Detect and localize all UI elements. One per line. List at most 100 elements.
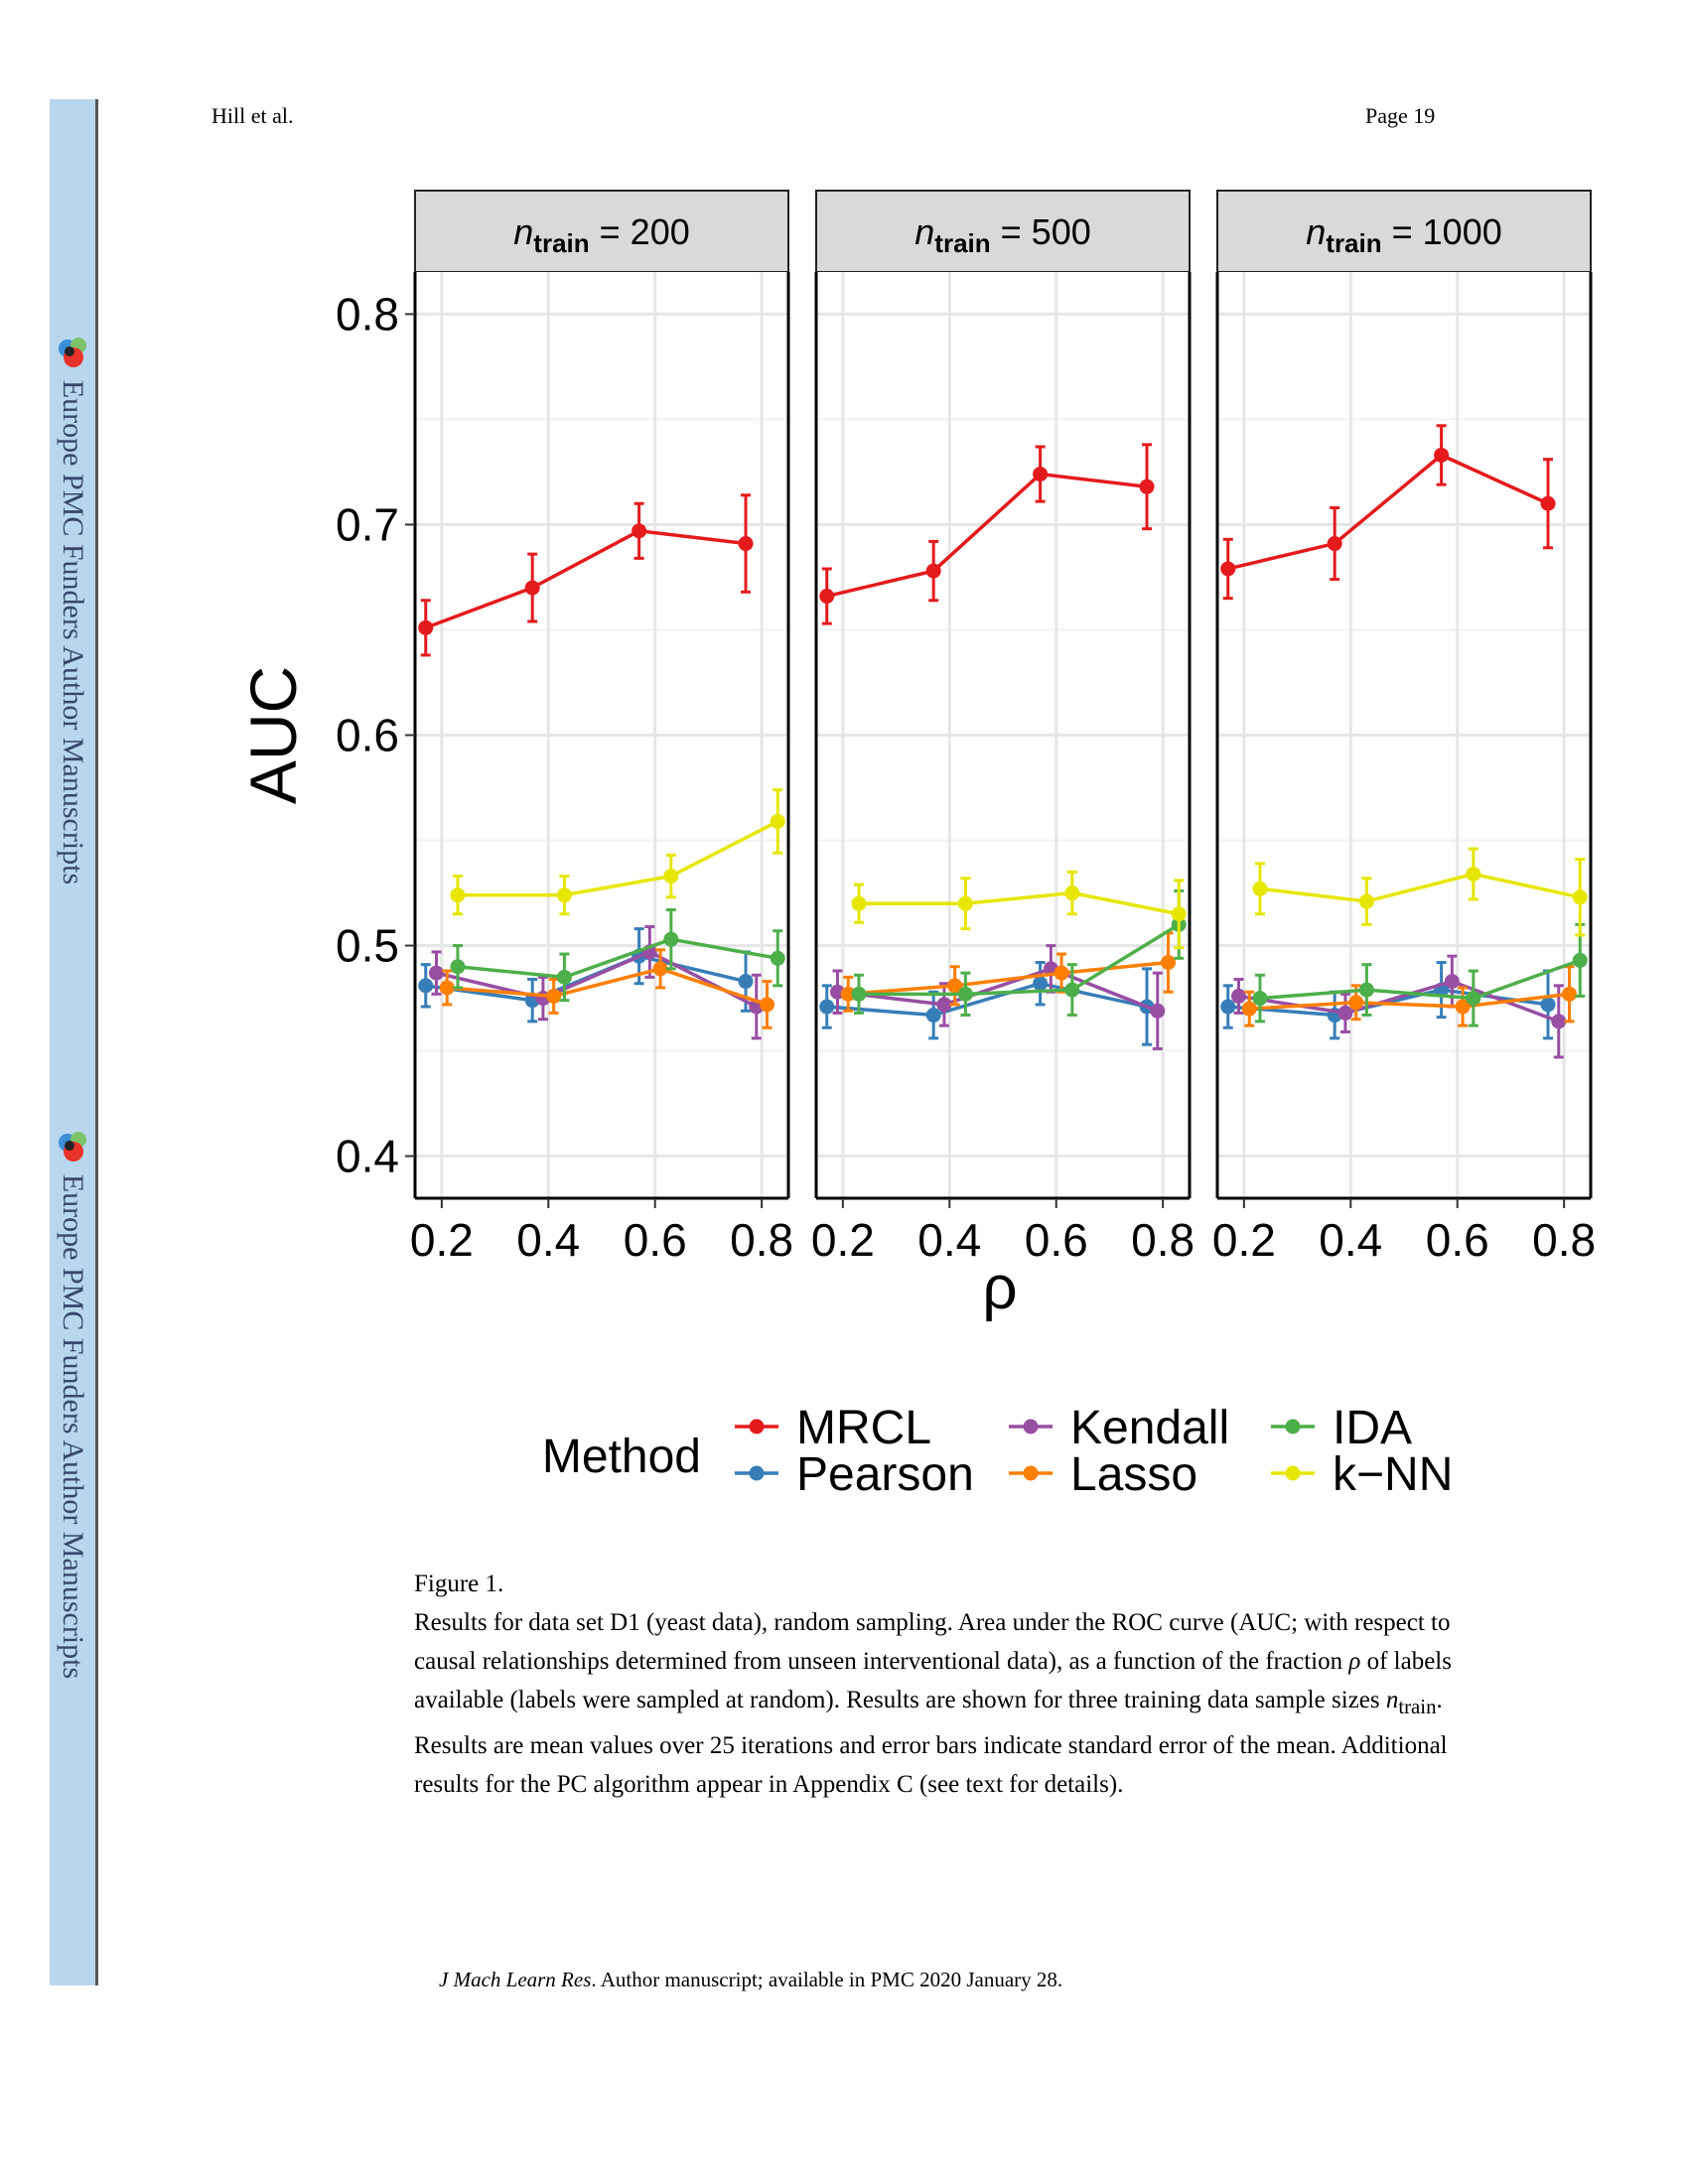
facet-label: ntrain = 200: [513, 211, 689, 258]
data-point: [1455, 999, 1471, 1015]
legend-marker: [1023, 1465, 1039, 1481]
data-point: [925, 1008, 941, 1024]
data-point: [524, 580, 540, 596]
panel-1: ntrain = 200 0.2 0.4 0.6 0.8: [410, 190, 793, 1266]
data-point: [1466, 866, 1481, 882]
data-point: [1337, 1005, 1353, 1021]
data-point: [1466, 991, 1481, 1007]
facet-strip: [1216, 190, 1592, 273]
series-line: [457, 819, 779, 897]
legend-marker: [1285, 1419, 1301, 1434]
data-point: [1171, 906, 1187, 922]
legend-item-Pearson: Pearson: [735, 1448, 974, 1501]
legend-marker: [749, 1419, 765, 1434]
facet-label-var: n: [513, 211, 533, 252]
data-point: [1252, 991, 1268, 1007]
series-IDA: [1252, 922, 1588, 1027]
series-line: [826, 472, 1148, 599]
series-line: [447, 967, 769, 1007]
series-line: [425, 529, 747, 629]
series-k−NN: [851, 870, 1187, 950]
header-author: Hill et al.: [211, 103, 294, 128]
legend-marker: [1285, 1465, 1301, 1481]
data-point: [1220, 561, 1236, 577]
data-point: [840, 986, 856, 1002]
facet-strip: [815, 190, 1191, 273]
series-line: [436, 949, 758, 1009]
y-axis-title: AUC: [236, 666, 310, 804]
caption-text-1: Results for data set D1 (yeast data), ra…: [414, 1609, 1451, 1675]
series-Lasso: [840, 931, 1177, 1013]
data-point: [1540, 997, 1556, 1013]
x-tick-label: 0.8: [1131, 1214, 1195, 1266]
footer-journal: J Mach Learn Res: [439, 1968, 592, 1991]
facet-label-var: n: [914, 211, 934, 252]
x-tick-label: 0.8: [730, 1214, 793, 1266]
series-k−NN: [450, 788, 785, 916]
series-k−NN: [1252, 847, 1588, 937]
x-tick-label: 0.8: [1532, 1214, 1596, 1266]
series-Pearson: [819, 961, 1155, 1046]
data-point: [1161, 955, 1177, 971]
facet-label-eq: = 200: [590, 211, 690, 252]
facet-label-var: n: [1306, 211, 1326, 252]
data-point: [1241, 1001, 1257, 1017]
series-Kendall: [829, 944, 1166, 1050]
caption-n: n: [1385, 1687, 1399, 1713]
data-point: [663, 931, 679, 947]
data-point: [1562, 986, 1578, 1002]
legend-item-MRCL: MRCL: [735, 1402, 931, 1454]
data-point: [1358, 893, 1374, 909]
figure-label: Figure 1.: [414, 1570, 504, 1597]
data-point: [652, 961, 668, 977]
series-line: [837, 967, 1159, 1013]
x-tick-label: 0.2: [1212, 1214, 1276, 1266]
x-tick-label: 0.6: [624, 1214, 687, 1266]
data-point: [428, 965, 444, 981]
data-point: [1434, 447, 1450, 463]
legend-item-Lasso: Lasso: [1009, 1448, 1197, 1501]
data-point: [738, 974, 754, 990]
x-tick-label: 0.2: [410, 1214, 474, 1266]
panel-2: ntrain = 500 0.2 0.4 0.6 0.8: [811, 190, 1195, 1266]
series-MRCL: [1220, 424, 1556, 601]
europe-pmc-logo-icon: [59, 1132, 86, 1161]
data-point: [770, 950, 785, 966]
series-line: [1259, 958, 1581, 1001]
legend-title: Method: [542, 1431, 701, 1483]
data-point: [957, 986, 973, 1002]
data-point: [546, 988, 562, 1004]
x-tick-label: 0.6: [1426, 1214, 1489, 1266]
series-line: [848, 960, 1169, 997]
data-point: [1064, 982, 1080, 998]
figure-caption: Figure 1. Results for data set D1 (yeast…: [414, 1565, 1467, 1804]
data-point: [1252, 881, 1268, 896]
legend-item-Kendall: Kendall: [1009, 1402, 1229, 1454]
y-tick-label: 0.5: [336, 920, 399, 972]
y-tick-label: 0.6: [336, 710, 399, 761]
data-point: [1033, 467, 1049, 482]
data-point: [1444, 974, 1460, 990]
caption-n-sub: train: [1398, 1695, 1437, 1718]
data-point: [450, 959, 466, 975]
series-line: [858, 890, 1180, 916]
data-point: [1551, 1014, 1567, 1029]
x-tick-label: 0.4: [917, 1214, 981, 1266]
data-point: [957, 895, 973, 911]
data-point: [819, 999, 835, 1015]
data-point: [925, 563, 941, 579]
data-point: [418, 619, 434, 635]
data-point: [936, 997, 952, 1013]
data-point: [1540, 495, 1556, 511]
x-tick-label: 0.6: [1025, 1214, 1088, 1266]
x-tick-label: 0.2: [811, 1214, 875, 1266]
page-footer: J Mach Learn Res. Author manuscript; ava…: [439, 1968, 1062, 1992]
europe-pmc-logo-icon: [59, 338, 86, 367]
data-point: [663, 869, 679, 885]
caption-text-2: of labels available (labels were sampled…: [414, 1648, 1452, 1713]
data-point: [1572, 952, 1588, 968]
facet-label-eq: = 500: [991, 211, 1091, 252]
x-tick-label: 0.4: [516, 1214, 580, 1266]
series-line: [1249, 992, 1570, 1011]
